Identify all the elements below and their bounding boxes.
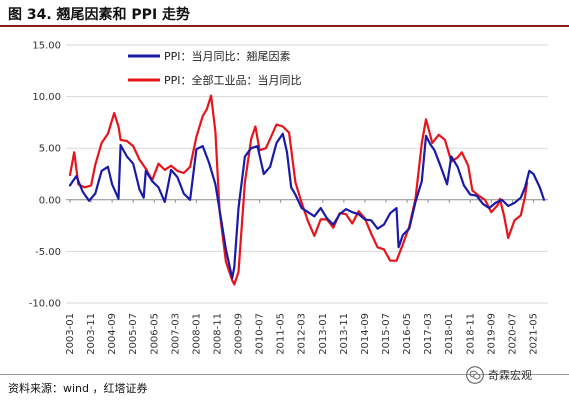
x-tick-label: 2013-11 bbox=[339, 313, 350, 355]
x-tick-label: 2008-01 bbox=[191, 313, 202, 355]
x-tick-label: 2003-11 bbox=[86, 313, 97, 355]
x-tick-label: 2018-11 bbox=[465, 313, 476, 355]
page-title: 图 34. 翘尾因素和 PPI 走势 bbox=[8, 7, 191, 23]
footer-rule bbox=[0, 374, 569, 375]
x-tick-label: 2013-01 bbox=[318, 313, 329, 355]
x-tick-label: 2003-01 bbox=[65, 313, 76, 355]
series-line bbox=[68, 132, 546, 280]
x-tick-label: 2004-09 bbox=[107, 313, 118, 355]
y-tick-label: 15.00 bbox=[32, 41, 61, 52]
y-axis-labels: -10.00 -5.00 0.00 5.00 10.00 15.00 bbox=[29, 41, 61, 310]
y-tick-label: -5.00 bbox=[35, 247, 61, 258]
chart-legend: PPI：当月同比：翘尾因素 PPI：全部工业品：当月同比 bbox=[128, 49, 302, 87]
y-tick-label: -10.00 bbox=[29, 299, 61, 310]
x-tick-label: 2020-07 bbox=[507, 313, 518, 355]
chart-gridlines bbox=[66, 44, 548, 304]
watermark: 奇霖宏观 bbox=[466, 366, 532, 384]
legend-label: PPI：当月同比：翘尾因素 bbox=[164, 49, 291, 63]
x-tick-label: 2012-03 bbox=[297, 313, 308, 355]
x-tick-label: 2014-09 bbox=[360, 313, 371, 355]
x-tick-label: 2021-05 bbox=[528, 313, 539, 355]
x-tick-label: 2016-05 bbox=[402, 313, 413, 355]
wechat-icon bbox=[466, 366, 484, 384]
y-tick-label: 10.00 bbox=[32, 92, 61, 103]
x-axis: 2003-01 2003-11 2004-09 2005-07 2006-05 2007-… bbox=[65, 199, 548, 355]
series-line bbox=[68, 94, 529, 286]
x-tick-label: 2006-05 bbox=[149, 313, 160, 355]
chart-series bbox=[68, 94, 546, 286]
x-tick-label: 2010-07 bbox=[255, 313, 266, 355]
y-tick-label: 5.00 bbox=[39, 144, 61, 155]
title-rule bbox=[0, 25, 569, 27]
x-tick-label: 2019-09 bbox=[486, 313, 497, 355]
x-tick-label: 2015-07 bbox=[381, 313, 392, 355]
x-tick-label: 2008-11 bbox=[212, 313, 223, 355]
x-tick-label: 2011-05 bbox=[276, 313, 287, 355]
x-tick-label: 2018-01 bbox=[444, 313, 455, 355]
legend-label: PPI：全部工业品：当月同比 bbox=[164, 73, 302, 87]
x-tick-label: 2017-03 bbox=[423, 313, 434, 355]
source-note: 资料来源：wind ，红塔证券 bbox=[8, 382, 148, 395]
y-tick-label: 0.00 bbox=[39, 195, 61, 206]
x-tick-label: 2009-09 bbox=[234, 313, 245, 355]
watermark-text: 奇霖宏观 bbox=[488, 369, 532, 382]
x-tick-label: 2005-07 bbox=[128, 313, 139, 355]
x-tick-label: 2007-03 bbox=[170, 313, 181, 355]
